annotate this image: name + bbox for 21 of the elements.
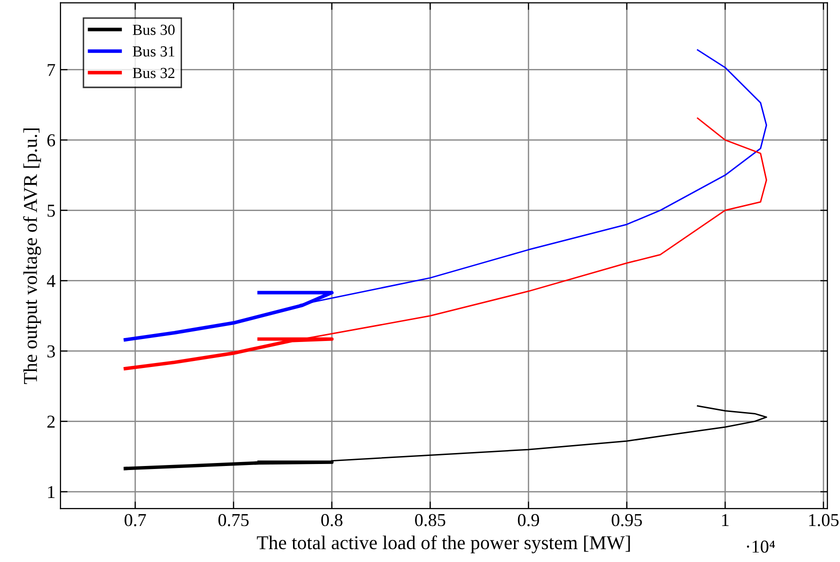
y-tick-label: 4 [46, 275, 56, 287]
x-tick-label: 1.05 [809, 514, 839, 526]
x-tick-label: 0.8 [321, 514, 342, 526]
text: ·10⁴ [746, 540, 775, 553]
x-tick-label: 0.95 [612, 514, 642, 526]
x-tick-label: 1 [722, 514, 729, 526]
y-tick-label: 3 [47, 345, 55, 358]
x-tick-label: 0.85 [415, 514, 446, 526]
y-tick-label: 2 [47, 416, 55, 428]
legend-label: Bus 30 [132, 24, 175, 35]
y-tick-label: 6 [47, 134, 56, 146]
x-axis-title: The total active load of the power system [MW] [256, 535, 630, 554]
x-tick-label: 0.75 [218, 514, 249, 526]
x-tick-label: 0.7 [124, 514, 146, 526]
x-tick-label: 0.9 [518, 514, 540, 526]
y-tick-label: 1 [48, 486, 55, 498]
y-tick-label: 7 [48, 64, 56, 76]
y-tick-label: 5 [48, 204, 55, 217]
legend-label: Bus 31 [132, 46, 174, 57]
y-axis-title: The output voltage of AVR [p.u.] [23, 128, 42, 384]
legend-label: Bus 32 [132, 68, 174, 78]
